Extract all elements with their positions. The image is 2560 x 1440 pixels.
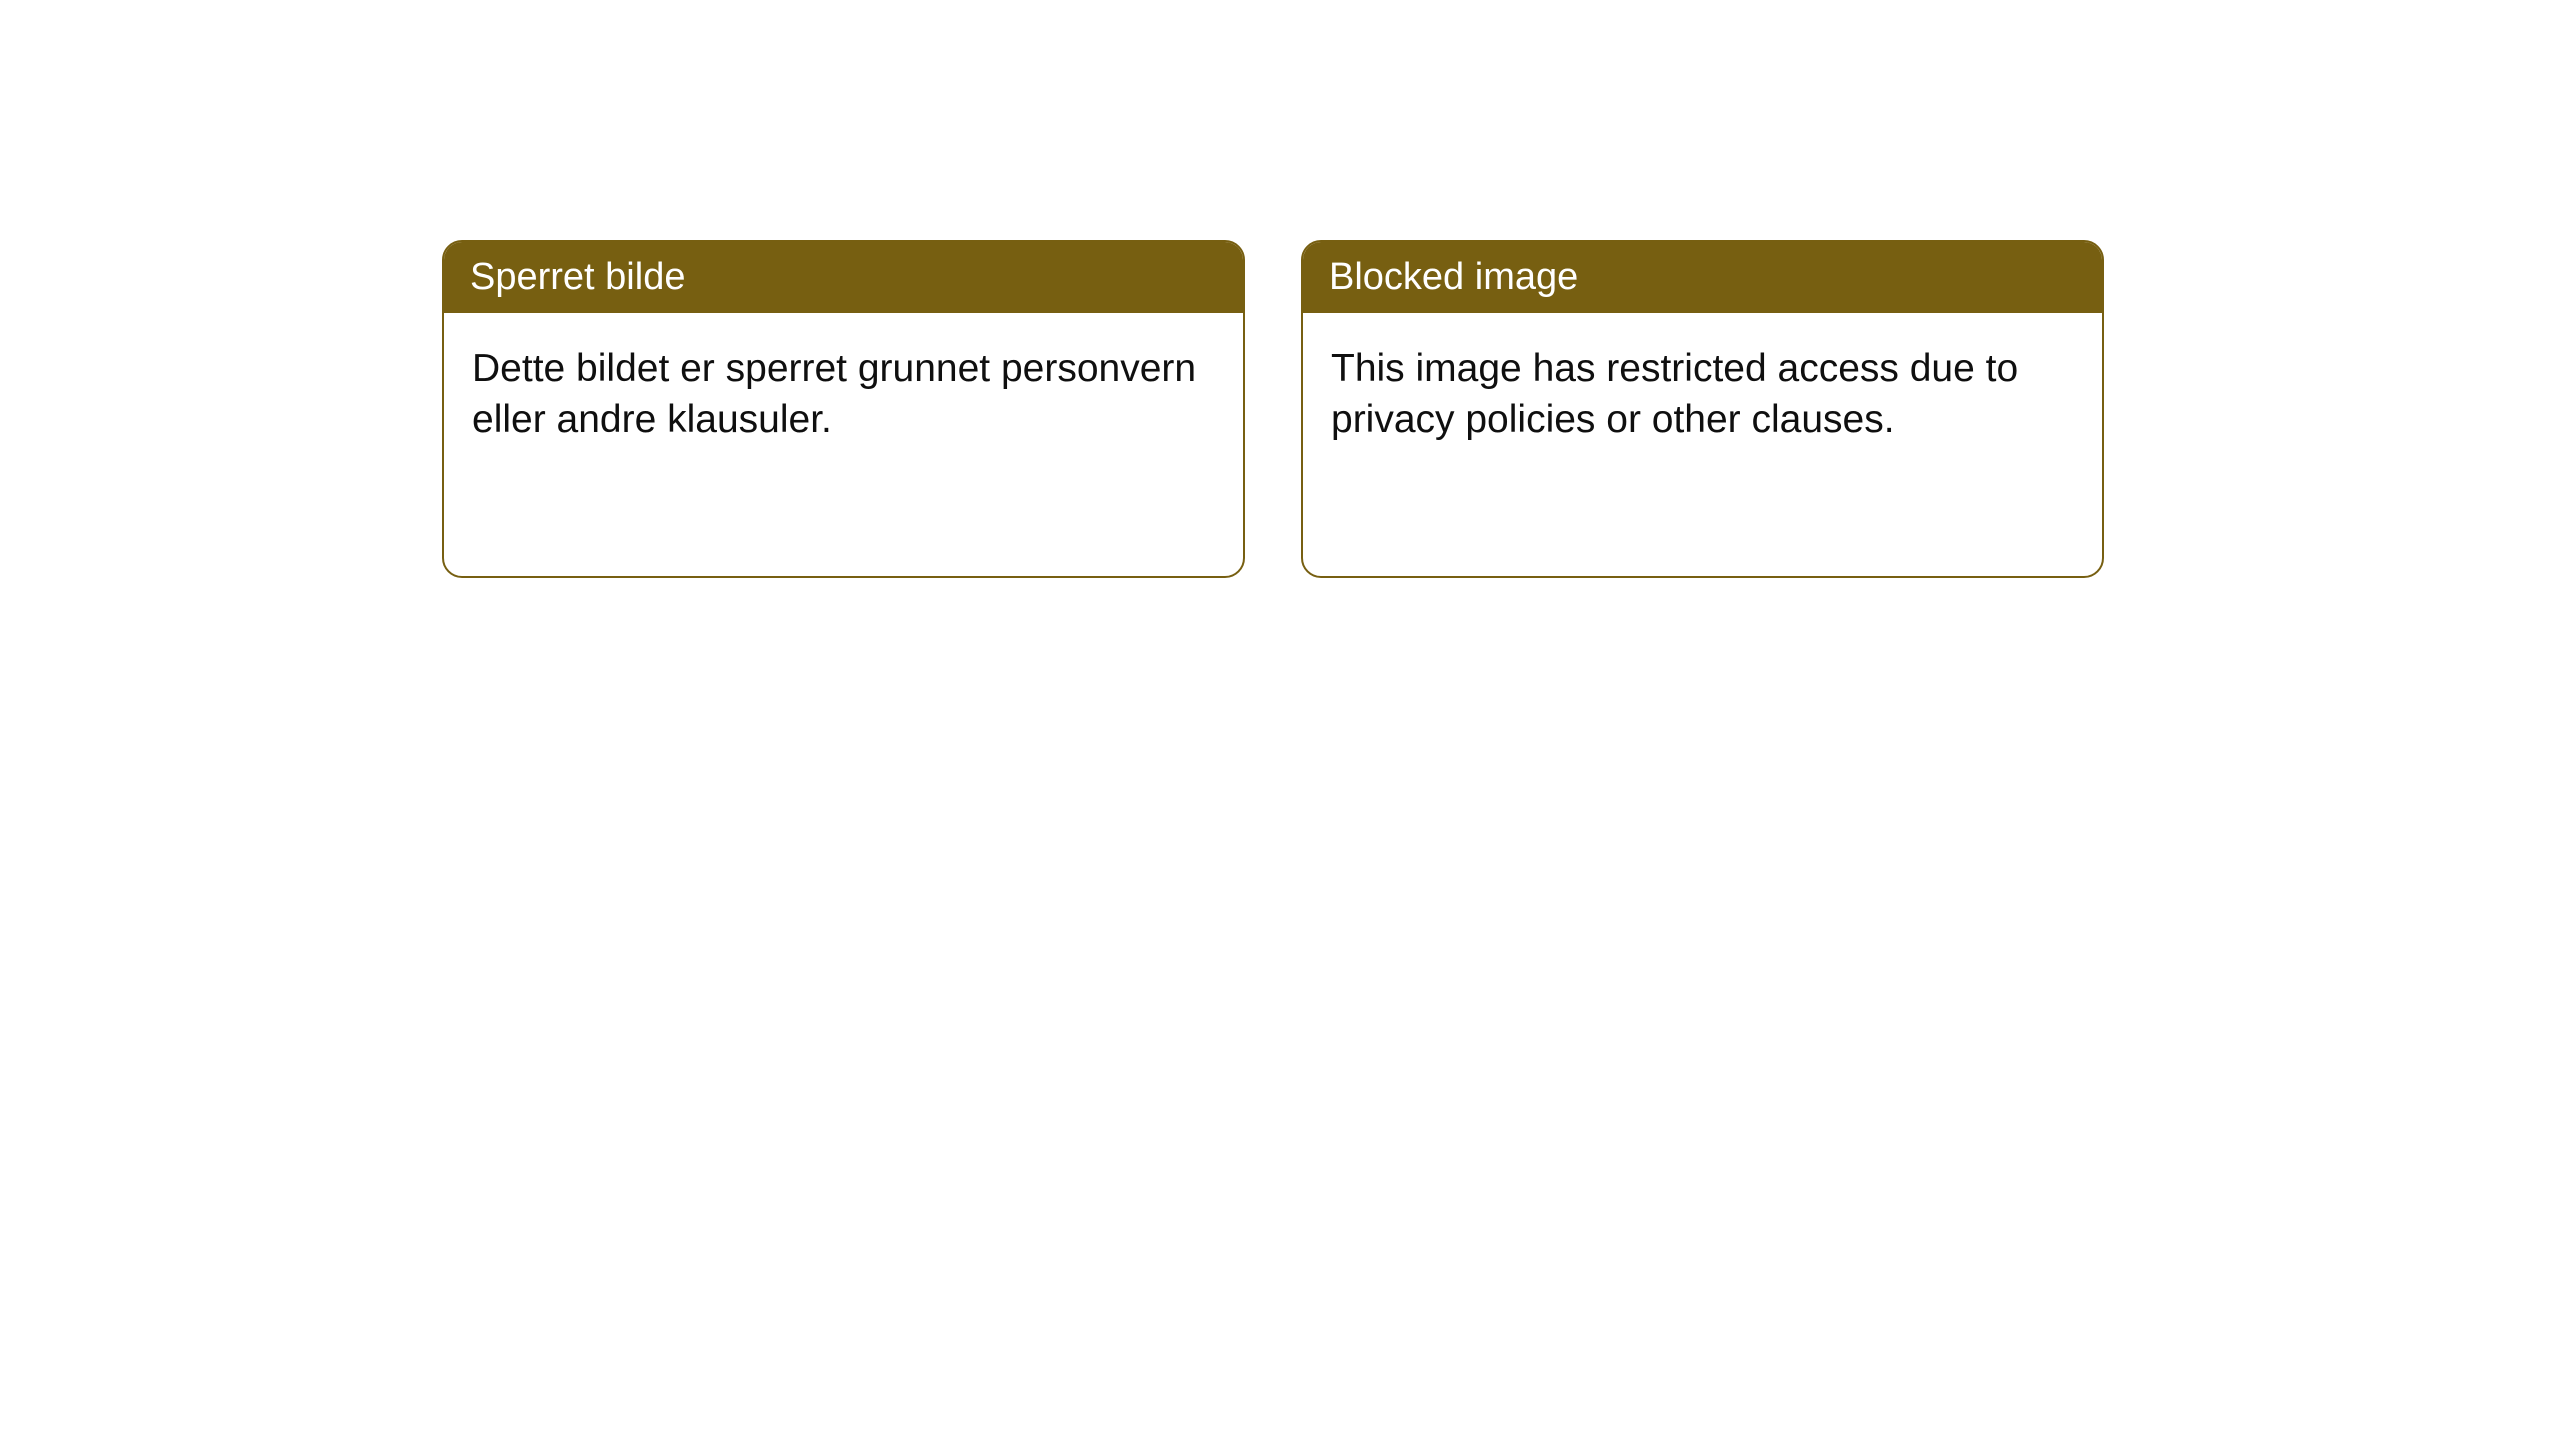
card-title: Sperret bilde <box>470 256 685 298</box>
notice-card-english: Blocked image This image has restricted … <box>1301 240 2104 578</box>
card-body: Dette bildet er sperret grunnet personve… <box>444 313 1243 476</box>
card-header: Sperret bilde <box>444 242 1243 313</box>
card-body-text: This image has restricted access due to … <box>1331 347 2018 441</box>
card-header: Blocked image <box>1303 242 2102 313</box>
notice-card-norwegian: Sperret bilde Dette bildet er sperret gr… <box>442 240 1245 578</box>
card-body: This image has restricted access due to … <box>1303 313 2102 476</box>
card-body-text: Dette bildet er sperret grunnet personve… <box>472 347 1196 441</box>
card-title: Blocked image <box>1329 256 1578 298</box>
notice-container: Sperret bilde Dette bildet er sperret gr… <box>0 0 2560 578</box>
